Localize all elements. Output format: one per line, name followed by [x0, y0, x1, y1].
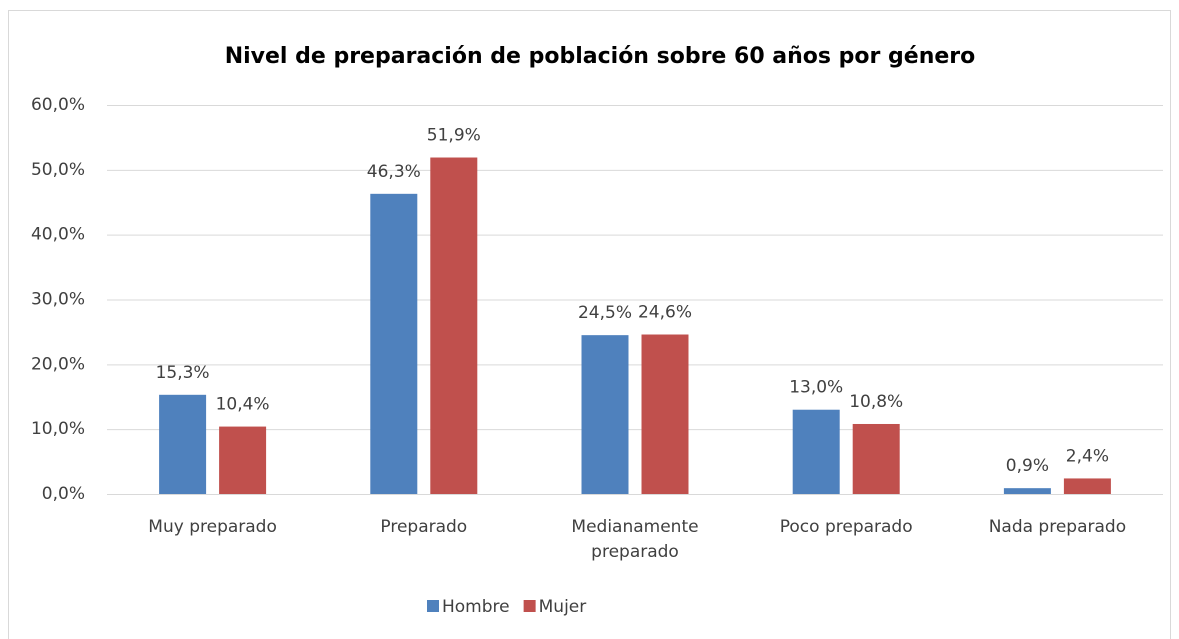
y-tick-label: 10,0%	[31, 419, 85, 439]
bar	[1003, 488, 1051, 494]
y-tick-label: 30,0%	[31, 290, 85, 310]
x-tick-label: Preparado	[380, 517, 467, 537]
value-label: 13,0%	[789, 378, 843, 398]
x-tick-label: Nada preparado	[989, 517, 1126, 537]
y-tick-label: 40,0%	[31, 225, 85, 245]
legend-label: Hombre	[442, 597, 510, 617]
x-tick-label: Poco preparado	[780, 517, 913, 537]
y-tick-label: 50,0%	[31, 160, 85, 180]
bar	[792, 409, 840, 494]
chart-border	[8, 10, 1171, 639]
value-label: 2,4%	[1066, 446, 1109, 466]
bar	[1063, 478, 1111, 494]
x-tick-label: Medianamente preparado	[571, 517, 698, 562]
value-label: 46,3%	[367, 162, 421, 182]
legend-swatch	[523, 600, 536, 612]
value-label: 15,3%	[156, 363, 210, 383]
value-label: 24,5%	[578, 303, 632, 323]
bar	[641, 334, 689, 494]
bar	[852, 423, 900, 494]
bar	[581, 335, 629, 494]
bar	[430, 157, 478, 494]
bar	[219, 426, 267, 494]
bar	[370, 193, 418, 495]
y-tick-label: 0,0%	[42, 484, 85, 504]
value-label: 10,4%	[216, 395, 270, 415]
y-tick-label: 60,0%	[31, 95, 85, 115]
bar	[159, 394, 207, 494]
legend-swatch	[427, 600, 439, 612]
y-tick-label: 20,0%	[31, 354, 85, 374]
value-label: 24,6%	[638, 303, 692, 323]
legend-label: Mujer	[539, 597, 587, 617]
value-label: 0,9%	[1006, 456, 1049, 476]
x-tick-label: Muy preparado	[148, 517, 277, 537]
value-label: 10,8%	[849, 392, 903, 412]
chart-title: Nivel de preparación de población sobre …	[225, 44, 976, 69]
value-label: 51,9%	[427, 126, 481, 146]
